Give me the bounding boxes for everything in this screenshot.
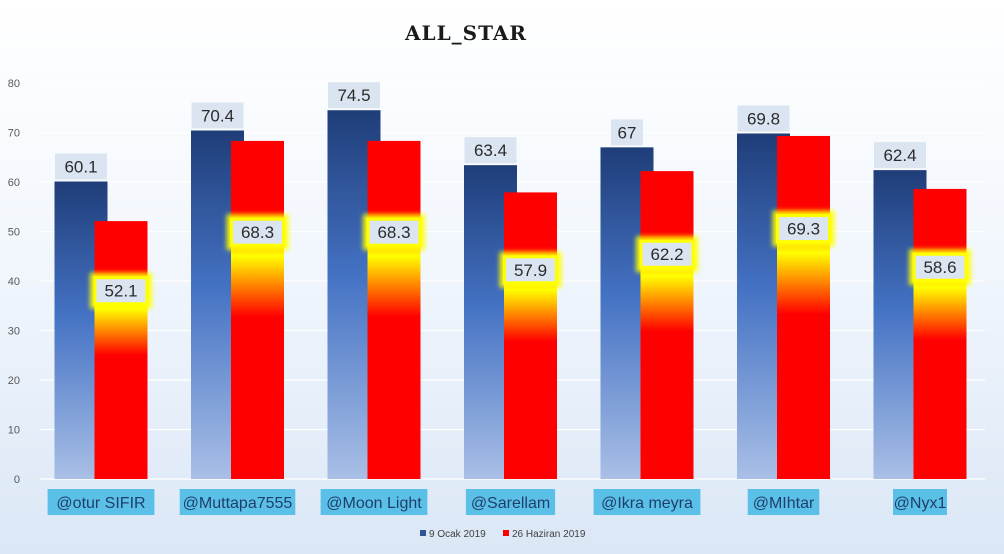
chart-title: ALL_STAR [404,21,527,45]
category-label-box [593,489,701,515]
legend-swatch [503,530,509,536]
data-label: 69.8 [747,109,780,128]
category-label-box [747,489,820,515]
y-tick-label: 20 [8,375,20,387]
y-tick-label: 60 [8,177,20,189]
category-label: @Moon Light [326,495,422,512]
x-axis: @otur SIFIR @Muttapa7555 @Moon Light @Sarel… [47,489,947,515]
legend-label: 9 Ocak 2019 [429,529,486,540]
y-tick-label: 30 [8,326,20,338]
data-label-box [611,119,643,146]
data-label-box [230,217,285,247]
category-label: @Ikra meyra [601,495,693,512]
category-label: @Sarellam [471,495,550,512]
data-label-box [639,239,695,269]
category-label-box [465,489,556,515]
y-tick-label: 40 [8,276,20,288]
legend-label: 26 Haziran 2019 [512,529,586,540]
data-label: 68.3 [241,223,274,242]
y-axis: 0 10 20 30 40 50 60 70 80 [8,78,20,486]
bar-26-haziran [231,140,284,480]
data-labels: 60.1 52.1 70.4 68.3 74.5 68.3 63.4 57.9 67 62.2 69… [55,82,971,309]
data-label-box [737,105,790,132]
legend: 9 Ocak 2019 26 Haziran 2019 [420,529,586,540]
data-label: 62.4 [883,146,916,165]
y-tick-label: 50 [8,227,20,239]
data-label: 52.1 [104,282,137,301]
bar-26-haziran [777,135,830,479]
data-label-box [874,142,926,169]
data-label: 70.4 [201,107,234,126]
data-label-box [912,252,968,282]
data-label: 67 [618,123,637,142]
data-label-box [191,102,244,129]
bar-26-haziran [913,188,967,479]
category-label: @Muttapa7555 [183,495,293,512]
bar-26-haziran [504,192,557,479]
data-label-box [464,137,517,164]
category-label-box [47,489,155,515]
bar-26-haziran [94,221,148,480]
y-tick-label: 70 [8,128,20,140]
legend-swatch [420,530,426,536]
bar-26-haziran [640,171,694,480]
category-label-box [893,489,947,515]
data-label: 58.6 [923,258,956,277]
category-label: @MIhtar [753,495,815,512]
data-label: 68.3 [377,223,410,242]
data-label: 62.2 [650,245,683,264]
data-label: 63.4 [474,141,507,160]
y-tick-label: 10 [8,425,20,437]
data-label-box [776,214,831,244]
category-label-box [320,489,428,515]
data-label: 69.3 [787,220,820,239]
y-tick-label: 0 [14,474,20,486]
data-label: 60.1 [64,158,97,177]
category-label: @Nyx1 [894,495,947,512]
category-label: @otur SIFIR [56,495,145,512]
data-label: 74.5 [337,86,370,105]
data-label-box [328,82,380,109]
data-label-box [503,255,558,285]
data-label-box [55,153,107,180]
data-label: 57.9 [514,261,547,280]
y-tick-label: 80 [8,78,20,90]
data-label-box [366,217,422,247]
data-label-box [93,276,149,306]
bar-26-haziran [367,140,421,480]
bars [54,110,967,480]
category-label-box [179,489,296,515]
